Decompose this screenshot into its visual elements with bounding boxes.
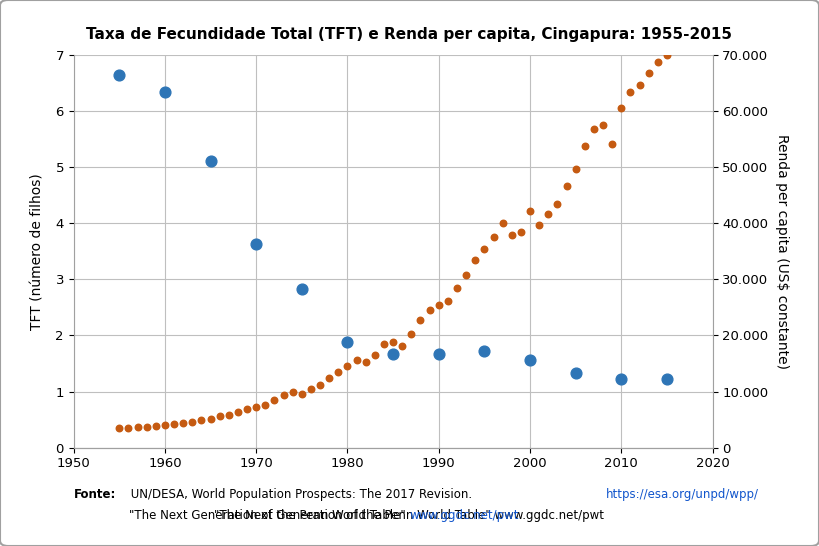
Point xyxy=(396,342,409,351)
Point xyxy=(113,424,126,432)
Point xyxy=(615,374,628,383)
Point xyxy=(569,369,582,377)
Point xyxy=(186,417,199,426)
Point xyxy=(369,351,382,359)
Point xyxy=(651,57,664,66)
Point xyxy=(222,411,235,419)
Point xyxy=(204,414,217,423)
Point xyxy=(387,338,400,347)
Point xyxy=(432,349,446,358)
Text: Fonte:: Fonte: xyxy=(74,488,116,501)
Point xyxy=(296,284,309,293)
Point xyxy=(250,240,263,248)
Point xyxy=(605,139,618,148)
Point xyxy=(615,104,628,113)
Point xyxy=(560,181,573,190)
Point xyxy=(213,412,226,421)
Point xyxy=(378,340,391,349)
Point xyxy=(113,70,126,79)
Point xyxy=(423,305,437,314)
Point xyxy=(624,88,637,97)
Point xyxy=(432,301,446,310)
Point xyxy=(323,374,336,383)
Point xyxy=(414,316,427,324)
Point xyxy=(122,423,135,432)
Point xyxy=(532,221,545,230)
Point xyxy=(158,421,171,430)
Point xyxy=(477,347,491,355)
Point xyxy=(642,69,655,78)
Point xyxy=(596,121,609,129)
Point xyxy=(578,141,591,150)
Point xyxy=(277,390,290,399)
Text: "The Next Generation of the Penn World Table": "The Next Generation of the Penn World T… xyxy=(129,509,410,523)
Text: www.ggdc.net/pwt: www.ggdc.net/pwt xyxy=(410,509,519,523)
Point xyxy=(660,374,673,383)
Point xyxy=(250,402,263,411)
Point xyxy=(523,207,536,216)
Point xyxy=(241,405,254,413)
Point xyxy=(195,416,208,424)
Point xyxy=(450,283,464,292)
Point xyxy=(360,357,373,366)
Point xyxy=(633,81,646,90)
Point xyxy=(459,271,473,280)
Point xyxy=(158,87,171,96)
Point xyxy=(268,396,281,405)
Point xyxy=(551,200,564,209)
Point xyxy=(523,355,536,364)
Point xyxy=(204,157,217,165)
Point xyxy=(305,385,318,394)
Point xyxy=(314,380,327,389)
Point xyxy=(341,361,354,370)
Text: UN/DESA, World Population Prospects: The 2017 Revision.: UN/DESA, World Population Prospects: The… xyxy=(127,488,476,501)
Point xyxy=(505,230,518,239)
Point xyxy=(149,422,162,431)
Point xyxy=(259,400,272,409)
Point xyxy=(350,356,363,365)
Point xyxy=(286,388,299,397)
Point xyxy=(232,408,245,417)
Point xyxy=(477,245,491,253)
Point xyxy=(387,349,400,358)
Point xyxy=(487,233,500,241)
Point xyxy=(441,296,455,305)
Point xyxy=(468,255,482,264)
Point xyxy=(496,219,509,228)
Point xyxy=(341,338,354,347)
Point xyxy=(541,209,554,218)
Point xyxy=(405,330,418,339)
Point xyxy=(332,367,345,376)
Y-axis label: TFT (número de filhos): TFT (número de filhos) xyxy=(30,173,44,330)
Point xyxy=(296,389,309,398)
Text: https://esa.org/unpd/wpp/: https://esa.org/unpd/wpp/ xyxy=(606,488,759,501)
Point xyxy=(660,50,673,59)
Point xyxy=(514,228,527,237)
Text: "The Next Generation of the Penn World Table" www.ggdc.net/pwt: "The Next Generation of the Penn World T… xyxy=(215,509,604,523)
Point xyxy=(168,420,181,429)
Text: Taxa de Fecundidade Total (TFT) e Renda per capita, Cingapura: 1955-2015: Taxa de Fecundidade Total (TFT) e Renda … xyxy=(87,27,732,42)
Point xyxy=(587,125,600,134)
Point xyxy=(177,419,190,428)
Point xyxy=(569,165,582,174)
Y-axis label: Renda per capita (US$ constante): Renda per capita (US$ constante) xyxy=(776,134,790,369)
Point xyxy=(140,423,153,431)
Point xyxy=(131,422,144,431)
